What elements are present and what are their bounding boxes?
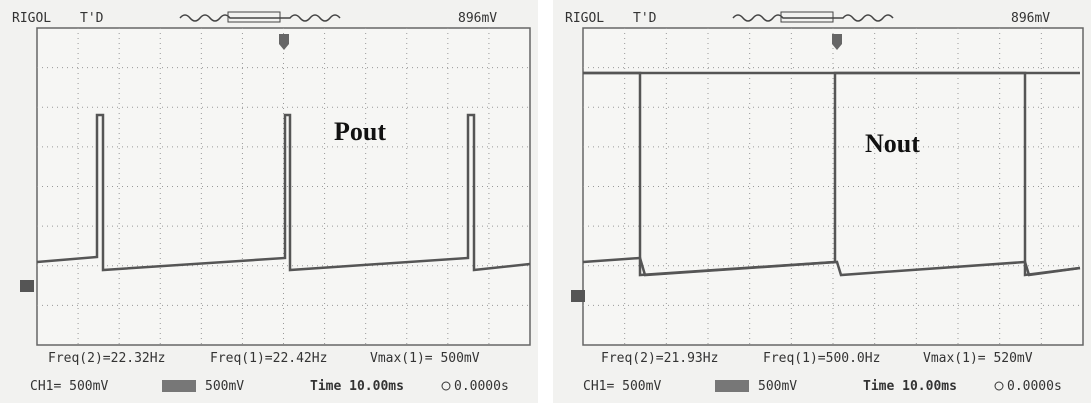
measurement: Freq(2)=21.93Hz — [601, 351, 718, 366]
time-scale: Time 10.00ms — [863, 379, 957, 394]
measurement: Freq(2)=22.32Hz — [48, 351, 165, 366]
status: T'D — [633, 11, 657, 26]
page: Oscilloscope captures {"panels": [ {"bra… — [0, 0, 1091, 403]
trigger-level: 896mV — [1011, 11, 1050, 26]
scope-screen: RIGOL T'D 896mV Pout Freq(2)=22.32Hz Freq(1)=… — [0, 0, 538, 403]
time-scale: Time 10.00ms — [310, 379, 404, 394]
measurement: Vmax(1)= 500mV — [370, 351, 480, 366]
ch1-scale: CH1= 500mV — [30, 379, 108, 394]
body: RIGOL T'D 896mV Pout Freq(2)=22.32Hz Freq(1)=… — [0, 0, 1091, 403]
measurement: Freq(1)=500.0Hz — [763, 351, 880, 366]
scope-screen: RIGOL T'D 896mV Nout Freq(2)=21.93Hz Freq(1)=… — [553, 0, 1091, 403]
ch2-icon — [162, 380, 196, 392]
channel-label: Nout — [865, 129, 920, 158]
ch-marker — [571, 290, 585, 302]
ch2-icon — [715, 380, 749, 392]
time-offset: 0.0000s — [454, 379, 509, 394]
brand: RIGOL — [565, 11, 604, 26]
screens: RIGOL T'D 896mV Pout Freq(2)=22.32Hz Freq(1)=… — [0, 0, 1091, 403]
status: T'D — [80, 11, 104, 26]
brand: RIGOL — [12, 11, 51, 26]
ch1-scale: CH1= 500mV — [583, 379, 661, 394]
ch-marker — [20, 280, 34, 292]
graticule — [37, 28, 530, 345]
trigger-level: 896mV — [458, 11, 497, 26]
ch2-scale: 500mV — [205, 379, 244, 394]
ch2-scale: 500mV — [758, 379, 797, 394]
time-offset: 0.0000s — [1007, 379, 1062, 394]
channel-label: Pout — [334, 117, 386, 146]
measurement: Freq(1)=22.42Hz — [210, 351, 327, 366]
measurement: Vmax(1)= 520mV — [923, 351, 1033, 366]
